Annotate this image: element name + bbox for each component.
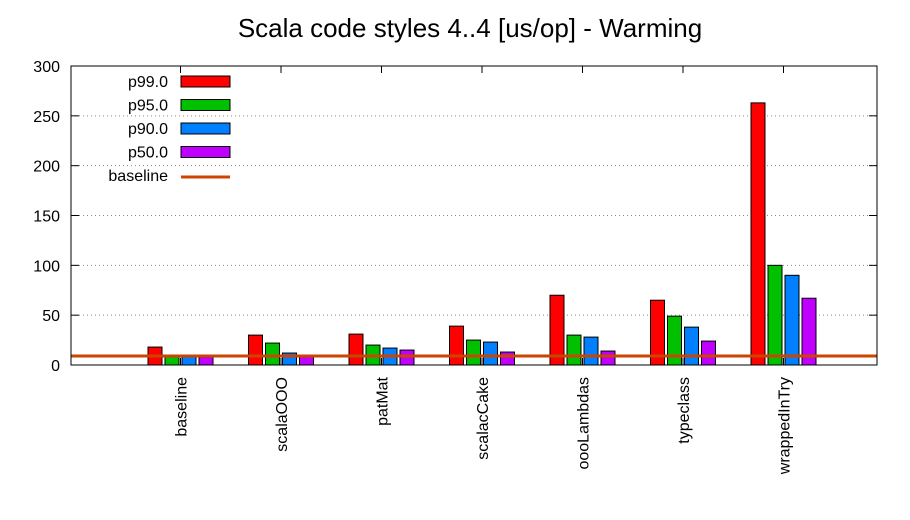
x-tick-label: baseline <box>174 377 191 437</box>
bar-p99.0 <box>750 102 766 366</box>
bar-p99.0 <box>248 334 263 366</box>
bar-p50.0 <box>198 356 214 366</box>
x-tick-label: scalacCake <box>475 377 492 460</box>
x-tick-label: wrappedInTry <box>777 377 794 475</box>
bar-p50.0 <box>500 351 515 366</box>
y-tick-label: 250 <box>33 109 60 126</box>
y-tick-label: 0 <box>51 358 60 375</box>
bars <box>147 102 817 366</box>
legend-swatch <box>180 122 231 135</box>
bar-p90.0 <box>483 341 498 366</box>
y-tick-label: 200 <box>33 159 60 176</box>
legend-label: p95.0 <box>128 98 168 115</box>
x-tick-label: oooLambdas <box>576 377 593 470</box>
bar-p50.0 <box>701 340 716 366</box>
bar-p99.0 <box>449 325 464 366</box>
legend-label: p50.0 <box>128 145 168 162</box>
bar-p99.0 <box>348 333 364 366</box>
chart-title: Scala code styles 4..4 [us/op] - Warming <box>238 13 702 43</box>
y-tick-label: 150 <box>33 209 60 226</box>
y-tick-label: 100 <box>33 258 60 275</box>
legend: p99.0 p95.0 p90.0 p50.0 baseline <box>108 74 231 185</box>
axes: 0 50 100 150 200 250 300 baseline scalaOOO patMat… <box>33 59 878 475</box>
legend-swatch <box>180 75 231 88</box>
bar-p95.0 <box>466 339 481 366</box>
y-tick-label: 50 <box>42 308 60 325</box>
legend-swatch <box>180 99 231 111</box>
bar-p90.0 <box>583 336 599 366</box>
bar-p95.0 <box>566 334 582 366</box>
legend-label: baseline <box>108 168 168 185</box>
plot-border <box>70 65 878 366</box>
legend-label: p99.0 <box>128 74 168 91</box>
bar-p90.0 <box>784 274 800 366</box>
bar-p90.0 <box>684 326 699 366</box>
bar-p50.0 <box>600 350 616 366</box>
x-tick-label: patMat <box>375 376 392 425</box>
bar-p95.0 <box>767 264 783 366</box>
legend-swatch <box>180 146 231 158</box>
y-tick-label: 300 <box>33 59 60 76</box>
x-tick-label: scalaOOO <box>274 377 291 452</box>
legend-label: p90.0 <box>128 121 168 138</box>
bar-p95.0 <box>265 342 280 366</box>
bar-p95.0 <box>667 315 682 366</box>
x-tick-label: typeclass <box>676 377 693 444</box>
